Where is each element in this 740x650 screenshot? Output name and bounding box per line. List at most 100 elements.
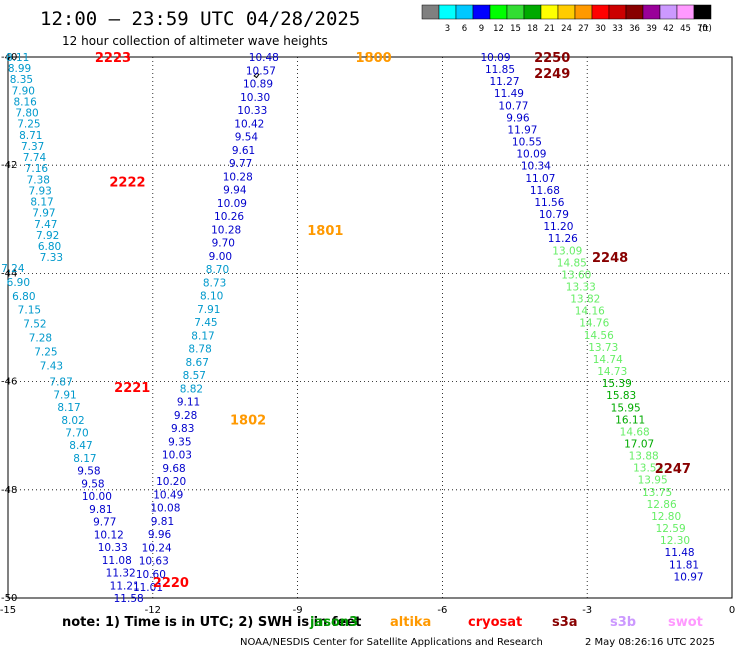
wave-height-reading: 10.33 bbox=[98, 542, 128, 554]
wave-height-reading: 7.15 bbox=[18, 305, 41, 317]
wave-height-reading: 7.52 bbox=[23, 319, 46, 331]
scale-swatch bbox=[659, 4, 678, 20]
footer-timestamp: 2 May 08:26:16 UTC 2025 bbox=[585, 637, 715, 648]
wave-height-reading: 8.78 bbox=[188, 344, 211, 356]
wave-height-reading: 10.26 bbox=[214, 211, 244, 223]
wave-height-reading: 15.39 bbox=[602, 378, 632, 390]
wave-height-reading: 9.77 bbox=[229, 158, 252, 170]
wave-height-reading: 10.09 bbox=[480, 52, 510, 64]
wave-height-reading: 7.93 bbox=[28, 185, 51, 197]
wave-height-reading: 9.81 bbox=[89, 504, 112, 516]
wave-height-reading: 10.00 bbox=[82, 491, 112, 503]
wave-height-reading: 11.68 bbox=[530, 185, 560, 197]
wave-height-reading: 6.80 bbox=[12, 291, 35, 303]
scale-label: 18 bbox=[527, 24, 538, 34]
wave-height-reading: 7.16 bbox=[25, 163, 49, 175]
scale-label: 6 bbox=[462, 24, 467, 34]
wave-height-reading: 14.16 bbox=[575, 306, 605, 318]
wave-height-reading: 10.09 bbox=[516, 149, 546, 161]
wave-height-reading: 7.91 bbox=[197, 304, 220, 316]
wave-height-reading: 10.60 bbox=[136, 569, 166, 581]
scale-label: 42 bbox=[663, 24, 674, 34]
wave-height-reading: 14.85 bbox=[557, 257, 587, 269]
scale-label: 39 bbox=[646, 24, 657, 34]
wave-height-reading: 10.77 bbox=[498, 100, 528, 112]
wave-height-reading: 11.26 bbox=[548, 233, 578, 245]
satellite-label-s3b: s3b bbox=[610, 615, 636, 630]
wave-height-reading: 8.82 bbox=[180, 383, 203, 395]
scale-swatch bbox=[540, 4, 559, 20]
wave-height-reading: 12.80 bbox=[651, 511, 681, 523]
y-tick-label: -40 bbox=[1, 52, 17, 63]
wave-height-reading: 7.45 bbox=[194, 317, 217, 329]
wave-height-reading: 14.74 bbox=[593, 354, 623, 366]
wave-height-reading: 9.81 bbox=[151, 516, 174, 528]
scale-label: 12 bbox=[493, 24, 504, 34]
wave-height-reading: 7.74 bbox=[23, 152, 47, 164]
x-tick-label: 0 bbox=[729, 605, 735, 616]
wave-height-reading: 9.70 bbox=[212, 238, 235, 250]
wave-height-reading: 11.32 bbox=[106, 568, 136, 580]
scale-swatch bbox=[472, 4, 491, 20]
scale-swatch bbox=[523, 4, 542, 20]
scale-label: 24 bbox=[561, 24, 572, 34]
scale-label: 27 bbox=[578, 24, 589, 34]
wave-height-reading: 11.07 bbox=[525, 173, 555, 185]
wave-height-reading: 13.09 bbox=[552, 245, 582, 257]
y-tick-label: -50 bbox=[1, 593, 17, 604]
wave-height-reading: 9.00 bbox=[209, 251, 232, 263]
wave-height-reading: 11.49 bbox=[494, 88, 524, 100]
cycle-label: 2222 bbox=[109, 175, 145, 190]
wave-height-reading: 10.28 bbox=[211, 224, 241, 236]
scale-label: 21 bbox=[544, 24, 555, 34]
wave-height-reading: 9.68 bbox=[162, 463, 185, 475]
wave-height-reading: 14.68 bbox=[620, 426, 650, 438]
chart-title: 12:00 – 23:59 UTC 04/28/2025 bbox=[40, 8, 360, 30]
cycle-label: 1800 bbox=[356, 51, 392, 66]
wave-height-reading: 15.83 bbox=[606, 390, 636, 402]
wave-height-reading: 8.47 bbox=[69, 440, 92, 452]
wave-height-reading: 8.17 bbox=[73, 453, 96, 465]
wave-height-reading: 7.70 bbox=[65, 428, 88, 440]
scale-swatch bbox=[676, 4, 695, 20]
wave-height-reading: 7.33 bbox=[40, 252, 63, 264]
cycle-label: 2249 bbox=[534, 67, 570, 82]
satellite-label-jason3: jason3 bbox=[309, 615, 358, 630]
wave-height-reading: 10.48 bbox=[249, 52, 279, 64]
wave-height-reading: 8.17 bbox=[57, 402, 80, 414]
wave-height-reading: 10.57 bbox=[246, 65, 276, 77]
plot-frame bbox=[7, 56, 733, 599]
scale-unit-label: (ft) bbox=[699, 24, 712, 34]
wave-height-reading: 11.81 bbox=[669, 559, 699, 571]
wave-height-reading: 9.28 bbox=[174, 410, 197, 422]
wave-height-reading: 10.34 bbox=[521, 161, 551, 173]
wave-height-reading: 13.82 bbox=[570, 294, 600, 306]
scale-swatch bbox=[557, 4, 576, 20]
scale-label: 30 bbox=[595, 24, 606, 34]
scale-swatch bbox=[608, 4, 627, 20]
satellite-label-s3a: s3a bbox=[552, 615, 578, 630]
wave-height-reading: 13.88 bbox=[629, 451, 659, 463]
axis-ticks: -15 -12 -9 -6 -3 0 -40 -42 -44 -46 -48 -50 bbox=[0, 52, 735, 616]
scale-swatch bbox=[455, 4, 474, 20]
wave-height-reading: 12.59 bbox=[656, 523, 686, 535]
y-tick-label: -42 bbox=[1, 160, 17, 171]
cycle-label: 2221 bbox=[114, 381, 150, 396]
scale-label: 36 bbox=[629, 24, 640, 34]
satellite-label-altika: altika bbox=[390, 615, 431, 630]
scale-swatch bbox=[693, 4, 712, 20]
wave-height-reading: 17.07 bbox=[624, 439, 654, 451]
chart-subtitle: 12 hour collection of altimeter wave hei… bbox=[62, 34, 328, 48]
wave-height-reading: 10.24 bbox=[142, 542, 172, 554]
wave-height-reading: 8.71 bbox=[19, 130, 42, 142]
wave-height-reading: 10.30 bbox=[240, 92, 270, 104]
wave-height-reading: 8.70 bbox=[206, 264, 229, 276]
wave-height-reading: 8.11 bbox=[6, 52, 29, 64]
wave-height-reading: 10.79 bbox=[539, 209, 569, 221]
wave-height-reading: 8.67 bbox=[186, 357, 209, 369]
wave-height-reading: 13.95 bbox=[638, 475, 668, 487]
wave-height-reading: 10.28 bbox=[223, 171, 253, 183]
scale-swatch bbox=[438, 4, 457, 20]
wave-height-reading: 7.25 bbox=[17, 119, 40, 131]
